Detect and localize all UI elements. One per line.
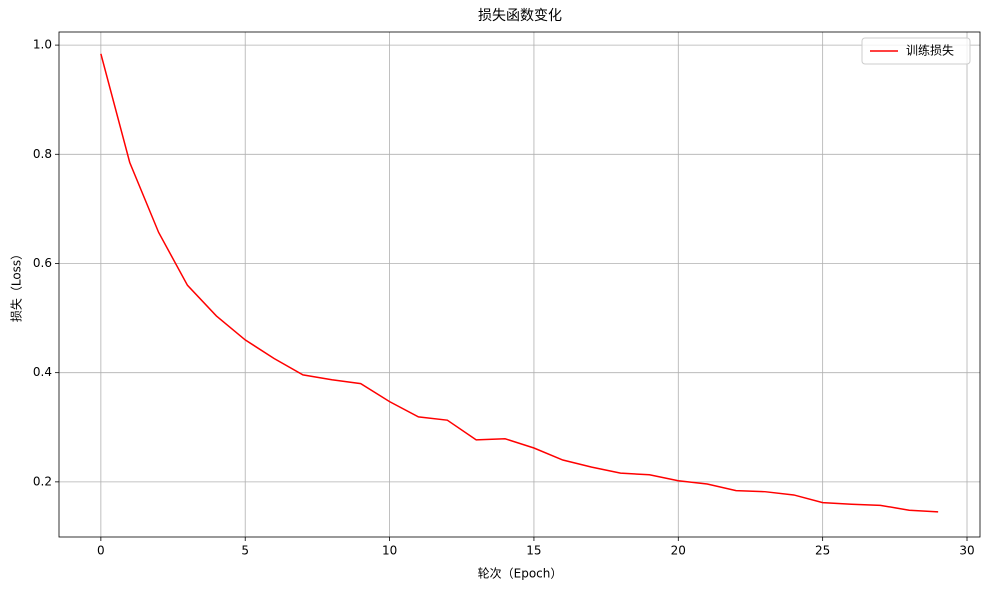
plot-frame — [58, 31, 981, 538]
x-tick-label: 5 — [241, 544, 249, 558]
y-tick-label: 0.8 — [33, 147, 52, 161]
x-tick-label: 0 — [97, 544, 105, 558]
x-tick-label: 10 — [382, 544, 397, 558]
legend-box — [861, 37, 971, 65]
y-tick-label: 0.4 — [33, 365, 52, 379]
x-tick-label: 30 — [959, 544, 974, 558]
x-tick-label: 15 — [526, 544, 541, 558]
y-tick-label: 0.2 — [33, 474, 52, 488]
x-tick-label: 25 — [815, 544, 830, 558]
legend: 训练损失 — [861, 37, 971, 65]
x-tick-label: 20 — [671, 544, 686, 558]
data-line — [100, 53, 939, 513]
chart-title: 损失函数变化 — [478, 8, 562, 24]
x-axis-label: 轮次（Epoch） — [478, 567, 563, 581]
legend-label: 训练损失 — [906, 43, 954, 58]
y-tick-label: 1.0 — [33, 38, 52, 52]
y-tick-label: 0.6 — [33, 256, 52, 270]
y-axis-label: 损失（Loss） — [9, 248, 24, 322]
